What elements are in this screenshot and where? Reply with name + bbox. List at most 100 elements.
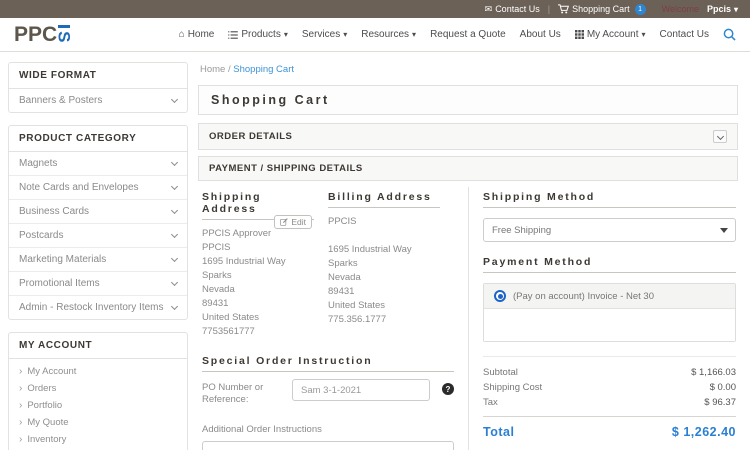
additional-instructions-label: Additional Order Instructions [202,424,322,435]
grid-icon [574,30,584,39]
sidebar-item-banners-posters[interactable]: Banners & Posters [9,89,187,112]
address-line: United States [328,300,386,311]
special-order-title: Special Order Instruction [202,355,454,372]
nav-services[interactable]: Services ▾ [301,29,348,40]
nav-home[interactable]: ⌂ Home [178,29,215,40]
sidebar-item-business-cards[interactable]: Business Cards [9,200,187,224]
sidebar-item-admin-restock[interactable]: Admin - Restock Inventory Items [9,296,187,319]
topbar-cart-link[interactable]: Shopping Cart 1 [558,3,646,15]
sidebar: WIDE FORMAT Banners & Posters PRODUCT CA… [8,62,188,450]
order-details-header[interactable]: ORDER DETAILS [198,123,738,150]
payment-method-title: Payment Method [483,256,736,273]
total-value: $ 1,262.40 [671,425,736,439]
cart-icon [558,4,570,14]
chevron-right-icon: › [19,417,23,428]
breadcrumb-current[interactable]: Shopping Cart [233,64,294,75]
shipping-address-block: Shipping Address PPCIS Approver PPCIS 16… [202,191,328,339]
address-line: PPCIS [328,216,357,227]
shipping-method-title: Shipping Method [483,191,736,208]
list-icon [228,30,239,39]
special-order-section: Special Order Instruction PO Number or R… [202,355,454,450]
address-line: PPCIS Approver [202,228,272,239]
chevron-down-icon [170,95,179,103]
nav-about-us[interactable]: About Us [519,29,561,40]
account-link-portfolio[interactable]: › Portfolio [19,400,63,411]
wide-format-panel: WIDE FORMAT Banners & Posters [8,62,188,113]
user-menu[interactable]: Ppcis ▾ [707,4,738,14]
billing-address-title: Billing Address [328,191,440,208]
topbar-contact-label: Contact Us [495,4,540,14]
topbar-contact-link[interactable]: ✉ Contact Us [485,4,540,15]
nav-resources[interactable]: Resources ▾ [361,29,417,40]
logo[interactable]: PPC S [14,22,74,47]
address-line: Nevada [328,272,361,283]
radio-selected-icon[interactable] [494,290,506,302]
sidebar-item-promotional-items[interactable]: Promotional Items [9,272,187,296]
payment-box-body [484,309,735,341]
main-content: Home / Shopping Cart Shopping Cart ORDER… [198,62,738,450]
additional-instructions-textarea[interactable] [202,441,454,450]
account-link-my-account[interactable]: › My Account [19,366,77,377]
tax-value: $ 96.37 [704,397,736,408]
address-line: 1695 Industrial Way [328,244,412,255]
envelope-icon: ✉ [484,3,493,14]
chevron-down-icon: ▾ [283,30,288,39]
chevron-down-icon: ▾ [412,30,417,39]
nav-products[interactable]: Products ▾ [228,29,288,40]
chevron-down-icon: ▾ [343,30,348,39]
payment-option-invoice[interactable]: (Pay on account) Invoice - Net 30 [484,284,735,309]
help-icon[interactable]: ? [442,383,454,395]
nav-request-quote[interactable]: Request a Quote [430,29,506,40]
subtotal-value: $ 1,166.03 [691,367,736,378]
chevron-right-icon: › [19,434,23,445]
address-line: 7753561777 [202,326,255,337]
home-icon: ⌂ [178,29,185,40]
chevron-right-icon: › [19,400,23,411]
account-link-orders[interactable]: › Orders [19,383,57,394]
subtotal-row: Subtotal $ 1,166.03 [483,367,736,378]
search-button[interactable] [723,28,736,41]
main-nav: ⌂ Home Products ▾ Services ▾ Resources ▾… [179,28,736,41]
account-link-inventory[interactable]: › Inventory [19,434,67,445]
address-line: 89431 [328,286,355,297]
nav-contact-us[interactable]: Contact Us [659,29,709,40]
sidebar-item-postcards[interactable]: Postcards [9,224,187,248]
chevron-right-icon: › [19,383,23,394]
cart-count-badge: 1 [634,3,646,15]
site-header: PPC S ⌂ Home Products ▾ Services ▾ Resour… [0,18,750,52]
payment-shipping-header: PAYMENT / SHIPPING DETAILS [198,156,738,181]
username: Ppcis [706,4,731,14]
breadcrumb-home[interactable]: Home [200,64,226,75]
sidebar-item-marketing-materials[interactable]: Marketing Materials [9,248,187,272]
po-number-label: PO Number or Reference: [202,382,264,405]
po-number-input[interactable] [292,379,430,401]
address-line: United States [202,312,260,323]
my-account-title: MY ACCOUNT [9,333,187,359]
shipping-address-title: Shipping Address [202,191,314,220]
top-utility-bar: ✉ Contact Us | Shopping Cart 1 Welcome P… [0,0,750,18]
logo-text: PPC [14,22,58,46]
shipping-method-select[interactable]: Free Shipping [483,218,736,242]
product-category-panel: PRODUCT CATEGORY Magnets Note Cards and … [8,125,188,320]
nav-my-account[interactable]: My Account ▾ [574,29,646,40]
collapse-icon[interactable] [713,130,727,143]
tax-row: Tax $ 96.37 [483,397,736,408]
address-line: Nevada [202,284,235,295]
address-line: 1695 Industrial Way [202,256,286,267]
account-link-my-quote[interactable]: › My Quote [19,417,69,428]
address-line: Sparks [202,270,232,281]
chevron-down-icon [170,182,179,190]
chevron-down-icon [170,302,179,310]
welcome-text: Welcome [661,4,699,14]
edit-address-button[interactable]: Edit [274,215,312,229]
sidebar-item-note-cards[interactable]: Note Cards and Envelopes [9,176,187,200]
topbar-divider: | [547,4,551,14]
address-line: Sparks [328,258,358,269]
address-line: PPCIS [202,242,231,253]
address-line: 775.356.1777 [328,314,387,325]
billing-address-block: Billing Address PPCIS 1695 Industrial Wa… [328,191,454,339]
chevron-down-icon: ▾ [641,30,646,39]
sidebar-item-magnets[interactable]: Magnets [9,152,187,176]
product-category-title: PRODUCT CATEGORY [9,126,187,152]
order-totals: Subtotal $ 1,166.03 Shipping Cost $ 0.00… [483,356,736,439]
